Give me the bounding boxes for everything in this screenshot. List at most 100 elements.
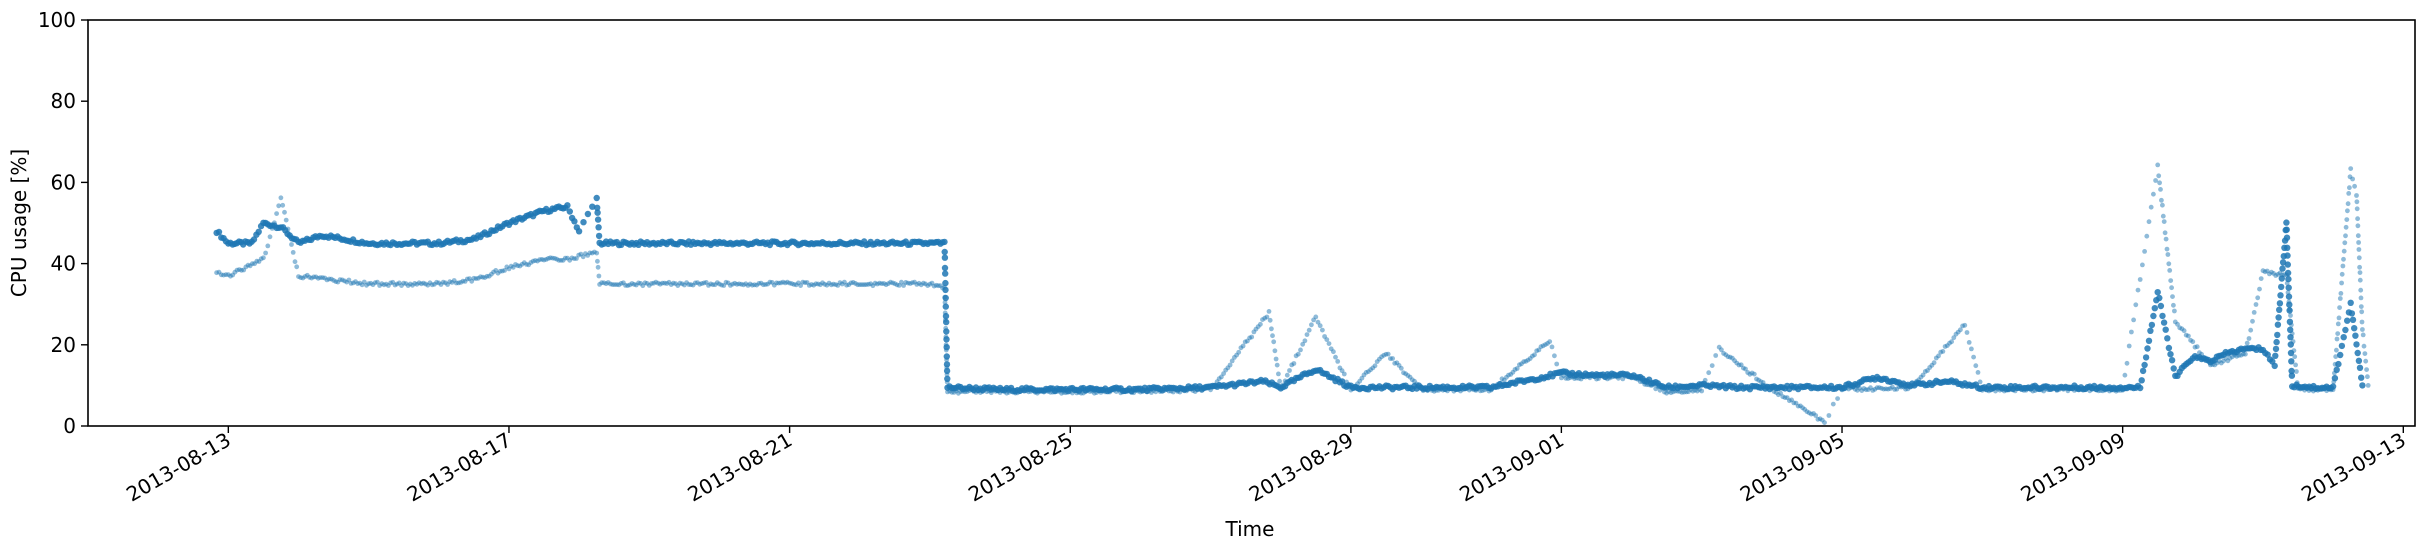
data-point — [2359, 309, 2365, 315]
data-point — [2288, 313, 2293, 318]
x-tick-label: 2013-09-05 — [1736, 428, 1849, 507]
data-point — [941, 264, 949, 272]
data-point — [2355, 223, 2361, 229]
data-point — [1280, 382, 1286, 388]
data-point — [2170, 365, 2177, 372]
data-point — [283, 217, 289, 223]
data-point — [2155, 162, 2161, 168]
data-point — [2181, 328, 2187, 334]
data-point — [2345, 201, 2351, 207]
y-axis-label: CPU usage [%] — [7, 149, 31, 297]
data-point — [2360, 327, 2365, 332]
data-point — [2284, 244, 2291, 251]
data-point — [941, 254, 949, 261]
data-point — [1532, 352, 1537, 358]
data-point — [2286, 299, 2292, 305]
data-point — [2283, 234, 2291, 241]
data-point — [278, 195, 284, 201]
data-point — [2335, 331, 2341, 336]
data-point — [2344, 217, 2350, 223]
x-axis-label: Time — [1225, 517, 1275, 541]
data-point — [1702, 377, 1708, 383]
data-point — [1699, 388, 1705, 394]
data-point — [2338, 291, 2344, 296]
data-point — [2147, 327, 2154, 334]
data-point — [2274, 331, 2281, 339]
data-point — [942, 285, 947, 290]
data-point — [2357, 277, 2363, 283]
data-point — [2346, 191, 2352, 196]
data-point — [1813, 413, 1819, 418]
data-point — [1284, 372, 1290, 378]
data-point — [1719, 347, 1724, 353]
data-point — [1306, 327, 1312, 333]
x-tick-label: 2013-09-13 — [2297, 428, 2410, 507]
data-point — [2171, 302, 2176, 308]
data-point — [2358, 287, 2364, 293]
data-point — [2342, 240, 2348, 246]
data-point — [2137, 384, 2144, 392]
data-point — [1554, 361, 1560, 367]
data-point — [943, 317, 948, 323]
data-point — [2333, 354, 2339, 359]
data-point — [595, 264, 601, 270]
data-point — [2169, 285, 2175, 291]
data-point — [1830, 401, 1836, 407]
data-point — [941, 248, 948, 256]
data-point — [2167, 268, 2173, 273]
data-point — [2355, 357, 2363, 364]
data-point — [2144, 345, 2151, 352]
data-point — [2140, 262, 2145, 268]
data-point — [944, 372, 950, 377]
data-point — [2359, 382, 2366, 389]
data-point — [1743, 366, 1748, 372]
data-point — [1317, 323, 1323, 329]
data-point — [1313, 314, 1319, 320]
data-point — [944, 357, 949, 363]
data-point — [274, 211, 279, 217]
data-point — [1240, 343, 1246, 349]
data-point — [1822, 420, 1827, 425]
data-point — [2355, 216, 2361, 222]
data-point — [261, 255, 266, 261]
data-point — [1556, 368, 1562, 374]
data-point — [2161, 219, 2167, 225]
data-point — [2162, 326, 2169, 333]
data-point — [2255, 295, 2261, 301]
data-point — [2145, 337, 2153, 344]
data-point — [1236, 349, 1242, 355]
data-point — [2331, 379, 2337, 385]
data-point — [2289, 322, 2294, 328]
data-point — [289, 242, 294, 247]
data-point — [2164, 246, 2170, 252]
data-point — [1302, 338, 1308, 344]
data-point — [2167, 351, 2174, 358]
data-point — [2292, 354, 2298, 360]
data-point — [798, 283, 803, 288]
data-point — [2347, 185, 2352, 191]
data-point — [1706, 370, 1712, 376]
y-tick-label: 80 — [51, 89, 76, 113]
data-point — [272, 220, 277, 226]
y-tick-label: 20 — [51, 333, 76, 357]
data-point — [2354, 199, 2360, 205]
data-point — [276, 203, 282, 209]
data-point — [1335, 359, 1341, 364]
data-point — [2363, 358, 2369, 364]
data-point — [2356, 255, 2362, 261]
data-point — [2343, 233, 2348, 239]
data-point — [2120, 387, 2126, 393]
x-tick-label: 2013-08-17 — [403, 428, 516, 507]
data-point — [2276, 306, 2283, 313]
data-point — [1964, 330, 1970, 335]
data-point — [2354, 349, 2361, 357]
data-point — [1958, 327, 1963, 333]
x-tick-label: 2013-08-21 — [683, 428, 796, 507]
data-point — [2339, 280, 2345, 286]
data-point — [2142, 354, 2150, 361]
data-point — [2131, 317, 2137, 323]
data-point — [1778, 390, 1783, 396]
y-tick-label: 40 — [51, 252, 76, 276]
data-point — [1398, 365, 1404, 371]
data-point — [1270, 333, 1275, 339]
